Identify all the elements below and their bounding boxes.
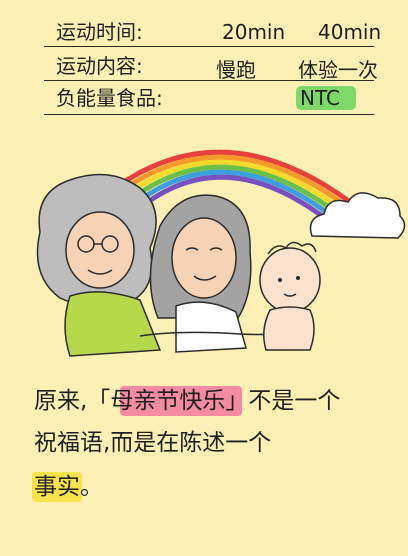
caption-line-1-pre: 原来,「 [34, 388, 111, 414]
exercise-time-label: 运动时间: [56, 20, 143, 44]
caption-line-3: 事实。 [34, 472, 103, 502]
rainbow [113, 149, 352, 224]
cloud [309, 192, 406, 239]
ruled-line [44, 80, 374, 81]
negative-energy-food-row: 负能量食品: [56, 86, 163, 110]
exercise-time-row: 运动时间: [56, 20, 143, 44]
caption-line-1-post: 」不是一个 [225, 388, 341, 414]
exercise-time-value-1: 20min [222, 20, 286, 44]
ntc-highlight [296, 86, 356, 110]
exercise-time-value-2: 40min [318, 20, 382, 44]
baby [259, 241, 321, 351]
exercise-content-row: 运动内容: [56, 54, 143, 78]
mother [139, 194, 307, 353]
ruled-line [44, 114, 374, 115]
grandmother [36, 173, 162, 357]
exercise-content-value-1: 慢跑 [216, 58, 256, 82]
caption-highlight-fact: 事实 [34, 474, 80, 500]
caption-highlight-mothers-day: 母亲节快乐 [110, 388, 226, 414]
exercise-content-value-2: 体验一次 [298, 58, 378, 82]
caption-line-3-post: 。 [80, 474, 103, 500]
fact-highlight [32, 472, 82, 502]
caption-line-1: 原来,「母亲节快乐」不是一个 [34, 386, 340, 416]
family-illustration [36, 149, 406, 357]
ruled-line [44, 46, 374, 47]
caption-line-2: 祝福语,而是在陈述一个 [34, 430, 272, 456]
mothers-day-highlight [120, 386, 242, 416]
negative-energy-food-value: NTC [300, 86, 340, 110]
negative-energy-food-label: 负能量食品: [56, 86, 163, 110]
exercise-content-label: 运动内容: [56, 54, 143, 78]
